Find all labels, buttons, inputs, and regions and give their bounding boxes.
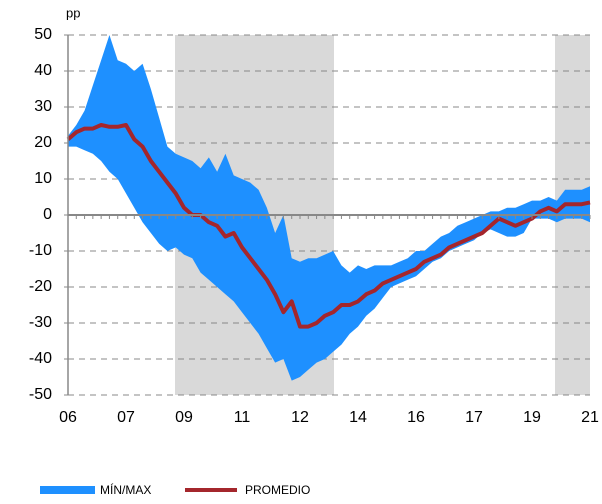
x-tick-label: 16 — [407, 409, 425, 426]
legend-label: PROMEDIO — [245, 483, 310, 497]
y-tick-label: 40 — [34, 62, 52, 79]
y-tick-label: 50 — [34, 26, 52, 43]
x-tick-label: 17 — [465, 409, 483, 426]
x-tick-label: 11 — [234, 409, 251, 426]
unit-label: pp — [66, 5, 80, 20]
y-tick-label: -30 — [29, 314, 52, 331]
legend-swatch — [40, 486, 95, 494]
x-tick-label: 07 — [117, 409, 135, 426]
y-tick-label: -50 — [29, 386, 52, 403]
y-tick-label: -20 — [29, 278, 52, 295]
x-tick-label: 09 — [175, 409, 193, 426]
y-tick-label: -40 — [29, 350, 52, 367]
average-line — [66, 123, 591, 329]
x-tick-label: 14 — [349, 409, 367, 426]
y-tick-label: -10 — [29, 242, 52, 259]
y-tick-label: 10 — [34, 170, 52, 187]
min-max-band — [68, 35, 590, 381]
x-tick-label: 19 — [523, 409, 541, 426]
x-tick-label: 06 — [59, 409, 77, 426]
y-tick-label: 0 — [43, 206, 52, 223]
legend-label: MÍN/MAX — [100, 482, 151, 497]
x-tick-label: 21 — [581, 409, 599, 426]
x-tick-label: 12 — [291, 409, 309, 426]
y-tick-label: 20 — [34, 134, 52, 151]
y-tick-label: 30 — [34, 98, 52, 115]
